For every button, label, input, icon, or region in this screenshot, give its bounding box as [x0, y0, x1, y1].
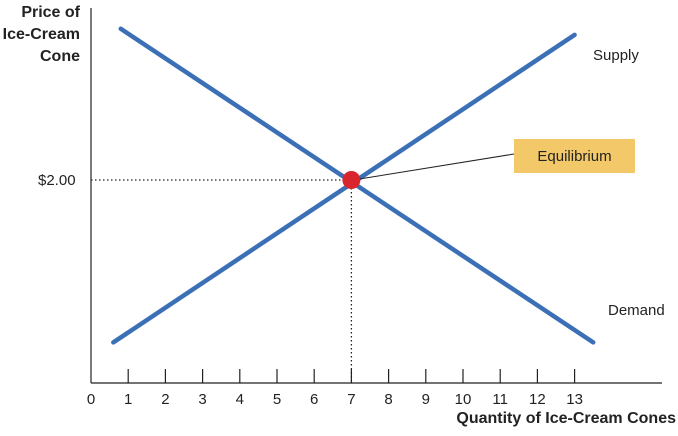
- x-tick-label: 12: [529, 391, 546, 408]
- x-tick-label: 11: [492, 391, 508, 408]
- price-tick-label: $2.00: [38, 172, 76, 189]
- equilibrium-point: [342, 171, 361, 189]
- equilibrium-leader-line: [359, 153, 515, 180]
- equilibrium-label: Equilibrium: [537, 147, 612, 165]
- demand-label: Demand: [608, 302, 665, 319]
- x-tick-label: 7: [347, 391, 355, 408]
- x-axis-label: Quantity of Ice-Cream Cones: [456, 410, 676, 427]
- equilibrium-callout: Equilibrium: [514, 139, 635, 173]
- x-tick-label: 10: [455, 391, 472, 408]
- x-tick-label: 0: [87, 391, 95, 408]
- supply-label: Supply: [593, 47, 639, 64]
- x-tick-label: 6: [310, 391, 318, 408]
- x-tick-label: 3: [198, 391, 206, 408]
- x-tick-label: 13: [566, 391, 583, 408]
- x-tick-label: 8: [384, 391, 392, 408]
- x-tick-label: 4: [236, 391, 244, 408]
- supply-curve: [111, 32, 577, 345]
- x-tick-label: 1: [124, 391, 132, 408]
- x-tick-label: 9: [422, 391, 430, 408]
- x-tick-label: 2: [161, 391, 169, 408]
- x-tick-label: 5: [273, 391, 281, 408]
- y-axis-label: Price of Ice-Cream Cone: [2, 4, 80, 65]
- x-ticks: 0 1 2 3 4 5 6 7 8 9 10 11 12 13: [87, 369, 583, 408]
